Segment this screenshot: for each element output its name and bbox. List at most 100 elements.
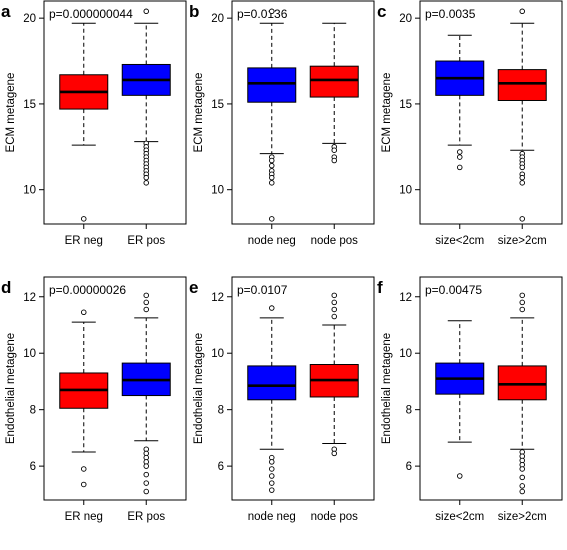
y-tick-label: 12 [399,292,412,304]
outlier-point [81,216,87,222]
y-tick-label: 10 [399,348,412,360]
panel-label: f [377,278,383,297]
y-tick-label: 8 [218,405,224,417]
panel-f: f p=0.00475 Endothelial metagene 6 8 10 12 size… [377,276,563,523]
outlier-point [331,299,337,306]
outlier-point [143,488,149,495]
outlier-point [269,459,275,465]
pvalue-label: p=0.00000026 [49,283,126,297]
outlier-point [519,8,525,15]
panel-b: b p=0.0136 ECM metagene 10 15 20 node neg node … [189,0,375,247]
x-tick-label: size>2cm [498,235,547,247]
y-tick-label: 10 [23,185,36,197]
pvalue-label: p=0.0136 [237,7,288,21]
pvalue-label: p=0.000000044 [49,7,133,21]
outlier-point [269,473,275,479]
outlier-point [81,481,87,488]
outlier-point [81,309,87,316]
box-node pos: node pos [309,292,359,523]
outlier-point [143,471,149,478]
y-tick-label: 6 [218,461,224,473]
iqr-box [497,365,547,401]
outlier-point [269,487,275,493]
panel-label: d [1,278,11,297]
y-axis-label: ECM metagene [5,73,17,153]
outlier-point [519,292,525,299]
box-node neg: node neg [247,305,297,523]
outlier-point [269,174,275,181]
outlier-point [519,483,525,489]
outlier-point [143,306,149,313]
y-tick-label: 10 [211,185,224,197]
outlier-point [331,313,337,320]
y-tick-label: 6 [30,461,36,473]
outlier-point [519,306,525,313]
y-tick-label: 20 [399,13,412,25]
x-tick-label: node pos [311,235,359,247]
plot-frame [419,0,563,225]
box-ER neg: ER neg [59,309,109,523]
plot-frame [231,0,375,225]
iqr-box [309,65,359,98]
outlier-point [519,488,525,495]
y-tick-label: 15 [211,99,224,111]
outlier-point [331,292,337,299]
y-axis-label: Endothelial metagene [193,333,205,444]
outlier-point [269,8,275,15]
panel-label: c [377,2,386,21]
box-size>2cm: size>2cm [497,8,547,247]
y-tick-label: 10 [23,348,36,360]
outlier-point [457,149,463,155]
y-tick-label: 20 [23,13,36,25]
outlier-point [269,180,275,186]
outlier-point [143,8,149,15]
outlier-point [519,299,525,306]
pvalue-label: p=0.0107 [237,283,288,297]
x-tick-label: size>2cm [498,511,547,523]
outlier-point [519,474,525,481]
outlier-point [519,216,525,222]
pvalue-label: p=0.0035 [425,7,476,21]
outlier-point [269,480,275,486]
outlier-point [143,180,149,186]
outlier-point [269,162,275,169]
outlier-point [269,466,275,472]
plot-frame [43,276,187,501]
box-node neg: node neg [247,8,297,247]
y-tick-label: 10 [211,348,224,360]
panel-label: e [189,278,198,297]
panel-label: a [1,2,11,21]
y-tick-label: 8 [406,405,412,417]
x-tick-label: size<2cm [435,511,484,523]
y-tick-label: 12 [23,292,36,304]
outlier-point [519,466,525,472]
box-node pos: node pos [309,22,359,247]
panel-c: c p=0.0035 ECM metagene 10 15 20 size<2cm size>… [377,0,563,247]
box-ER pos: ER pos [121,292,171,523]
iqr-box [247,67,297,103]
x-tick-label: node neg [248,511,296,523]
plot-frame [419,276,563,501]
outlier-point [457,164,463,171]
panel-d: d p=0.00000026 Endothelial metagene 6 8 10 12 E… [1,276,187,523]
outlier-point [81,466,87,472]
box-size>2cm: size>2cm [497,292,547,523]
box-ER pos: ER pos [121,8,171,247]
outlier-point [519,164,525,171]
iqr-box [247,365,297,401]
plot-frame [231,276,375,501]
plot-frame [43,0,187,225]
outlier-point [331,306,337,313]
outlier-point [269,305,275,311]
panel-label: b [189,2,199,21]
y-axis-label: ECM metagene [381,73,393,153]
x-tick-label: node neg [248,235,296,247]
outlier-point [331,450,337,457]
outlier-point [457,473,463,479]
box-size<2cm: size<2cm [435,320,485,523]
outlier-point [331,147,337,153]
outlier-point [143,480,149,486]
x-tick-label: ER pos [127,235,165,247]
